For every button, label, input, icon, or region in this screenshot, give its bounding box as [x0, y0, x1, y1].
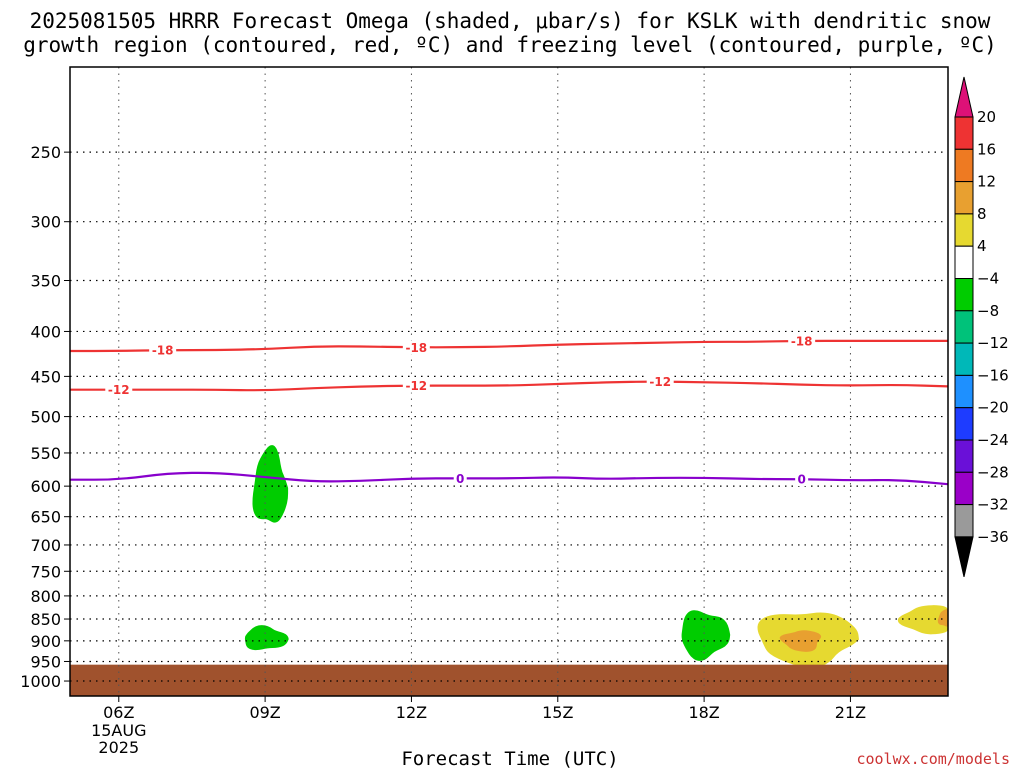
- colorbar-swatch-6: [954, 278, 974, 312]
- y-tick-label-600: 600: [30, 477, 61, 496]
- colorbar-label-20: 20: [977, 108, 996, 126]
- omega-region-3: [681, 610, 731, 661]
- x-tick-label-21Z: 21Z: [835, 703, 866, 722]
- x-tick-label-06Z: 06Z: [103, 703, 134, 722]
- omega-region-7: [937, 609, 948, 627]
- omega-region-6: [897, 605, 948, 635]
- contour-label-m18-3: -18: [791, 334, 813, 348]
- omega-region-1: [252, 445, 289, 523]
- colorbar-swatch-1: [954, 116, 974, 150]
- colorbar-swatch-4: [954, 213, 974, 247]
- colorbar-label-m16: −16: [977, 366, 1009, 384]
- y-tick-label-850: 850: [30, 610, 61, 629]
- contour-label-bg: [788, 333, 816, 348]
- y-tick-label-500: 500: [30, 408, 61, 427]
- colorbar-swatch-8: [954, 342, 974, 376]
- contour-label-m18-1: -18: [152, 344, 174, 358]
- contour-label-0-1: 0: [456, 472, 464, 486]
- terrain-surface: [70, 664, 948, 696]
- y-tick-label-700: 700: [30, 536, 61, 555]
- y-tick-label-750: 750: [30, 562, 61, 581]
- colorbar-swatch-10: [954, 407, 974, 441]
- contour-label-0-2: 0: [797, 473, 805, 487]
- contour-label-bg: [149, 343, 177, 358]
- colorbar-label-m32: −32: [977, 496, 1009, 514]
- contour-label-m12-1: -12: [108, 383, 130, 397]
- x-tick-label-12Z: 12Z: [396, 703, 427, 722]
- y-tick-label-800: 800: [30, 587, 61, 606]
- y-tick-label-250: 250: [30, 143, 61, 162]
- y-tick-label-550: 550: [30, 444, 61, 463]
- freezing_level-contour-0: [69, 471, 949, 486]
- colorbar-swatch-2: [954, 148, 974, 183]
- y-tick-label-950: 950: [30, 652, 61, 671]
- contour-label-m12-3: -12: [649, 375, 671, 389]
- y-tick-label-900: 900: [30, 632, 61, 651]
- colorbar-label-m8: −8: [977, 302, 999, 320]
- x-tick-label-09Z: 09Z: [249, 703, 280, 722]
- contour-label-m12-2: -12: [405, 379, 427, 393]
- y-tick-label-1000: 1000: [20, 672, 61, 691]
- x-tick-date-1: 15AUG: [91, 721, 146, 740]
- colorbar-swatch-9: [954, 374, 974, 409]
- x-axis-label: Forecast Time (UTC): [401, 748, 618, 768]
- x-tick-label-18Z: 18Z: [688, 703, 719, 722]
- omega-region-5: [779, 630, 822, 652]
- colorbar-top-arrow: [954, 76, 974, 118]
- y-tick-label-450: 450: [30, 367, 61, 386]
- colorbar-label-m20: −20: [977, 399, 1009, 417]
- omega-colorbar: 20 16 12 8 4 −4 −8 −12 −16 −20 −24 −28 −32 −36: [954, 76, 1009, 578]
- omega-shading: [244, 445, 948, 668]
- colorbar-swatch-13: [954, 504, 974, 538]
- contour-label-bg: [402, 378, 430, 393]
- colorbar-label-8: 8: [977, 205, 987, 223]
- y-tick-label-400: 400: [30, 322, 61, 341]
- colorbar-swatch-12: [954, 471, 974, 506]
- y-tick-label-350: 350: [30, 272, 61, 291]
- y-tick-label-300: 300: [30, 213, 61, 232]
- colorbar-label-4: 4: [977, 237, 987, 255]
- chart-title-line-1: 2025081505 HRRR Forecast Omega (shaded, …: [30, 9, 991, 33]
- contour-label-bg: [402, 340, 430, 355]
- omega-region-2: [244, 625, 289, 651]
- colorbar-label-m36: −36: [977, 528, 1009, 546]
- colorbar-label-m24: −24: [977, 431, 1009, 449]
- x-tick-date-2: 2025: [98, 738, 139, 757]
- colorbar-label-m12: −12: [977, 334, 1009, 352]
- grid-lines: [70, 67, 948, 696]
- colorbar-swatch-3: [954, 181, 974, 215]
- source-credit: coolwx.com/models: [856, 750, 1010, 768]
- contour-label-bg: [453, 471, 467, 486]
- colorbar-label-m28: −28: [977, 463, 1009, 481]
- temperature-contours: -18 -18 -18 -12 -12 -12 0 0: [69, 333, 949, 487]
- colorbar-label-m4: −4: [977, 270, 999, 288]
- colorbar-label-16: 16: [977, 140, 996, 158]
- x-tick-label-15Z: 15Z: [542, 703, 573, 722]
- chart-title-line-2: growth region (contoured, red, ºC) and f…: [23, 33, 997, 57]
- pressure-axis: 250 300 350 400 450 500 550 600 650 700 750 800 850 9…: [20, 143, 70, 691]
- contour-label-bg: [646, 374, 674, 389]
- colorbar-swatch-5: [954, 245, 974, 279]
- plot-frame: [69, 66, 949, 697]
- dendritic-contour-m18: [69, 339, 948, 353]
- colorbar-bottom-arrow: [954, 536, 974, 578]
- contour-label-bg: [105, 382, 133, 397]
- contour-label-bg: [795, 472, 809, 487]
- colorbar-label-12: 12: [977, 173, 996, 191]
- colorbar-swatch-7: [954, 310, 974, 344]
- y-tick-label-650: 650: [30, 508, 61, 527]
- contour-label-m18-2: -18: [405, 341, 427, 355]
- dendritic-contour-m12: [70, 380, 949, 392]
- colorbar-swatch-11: [954, 439, 974, 473]
